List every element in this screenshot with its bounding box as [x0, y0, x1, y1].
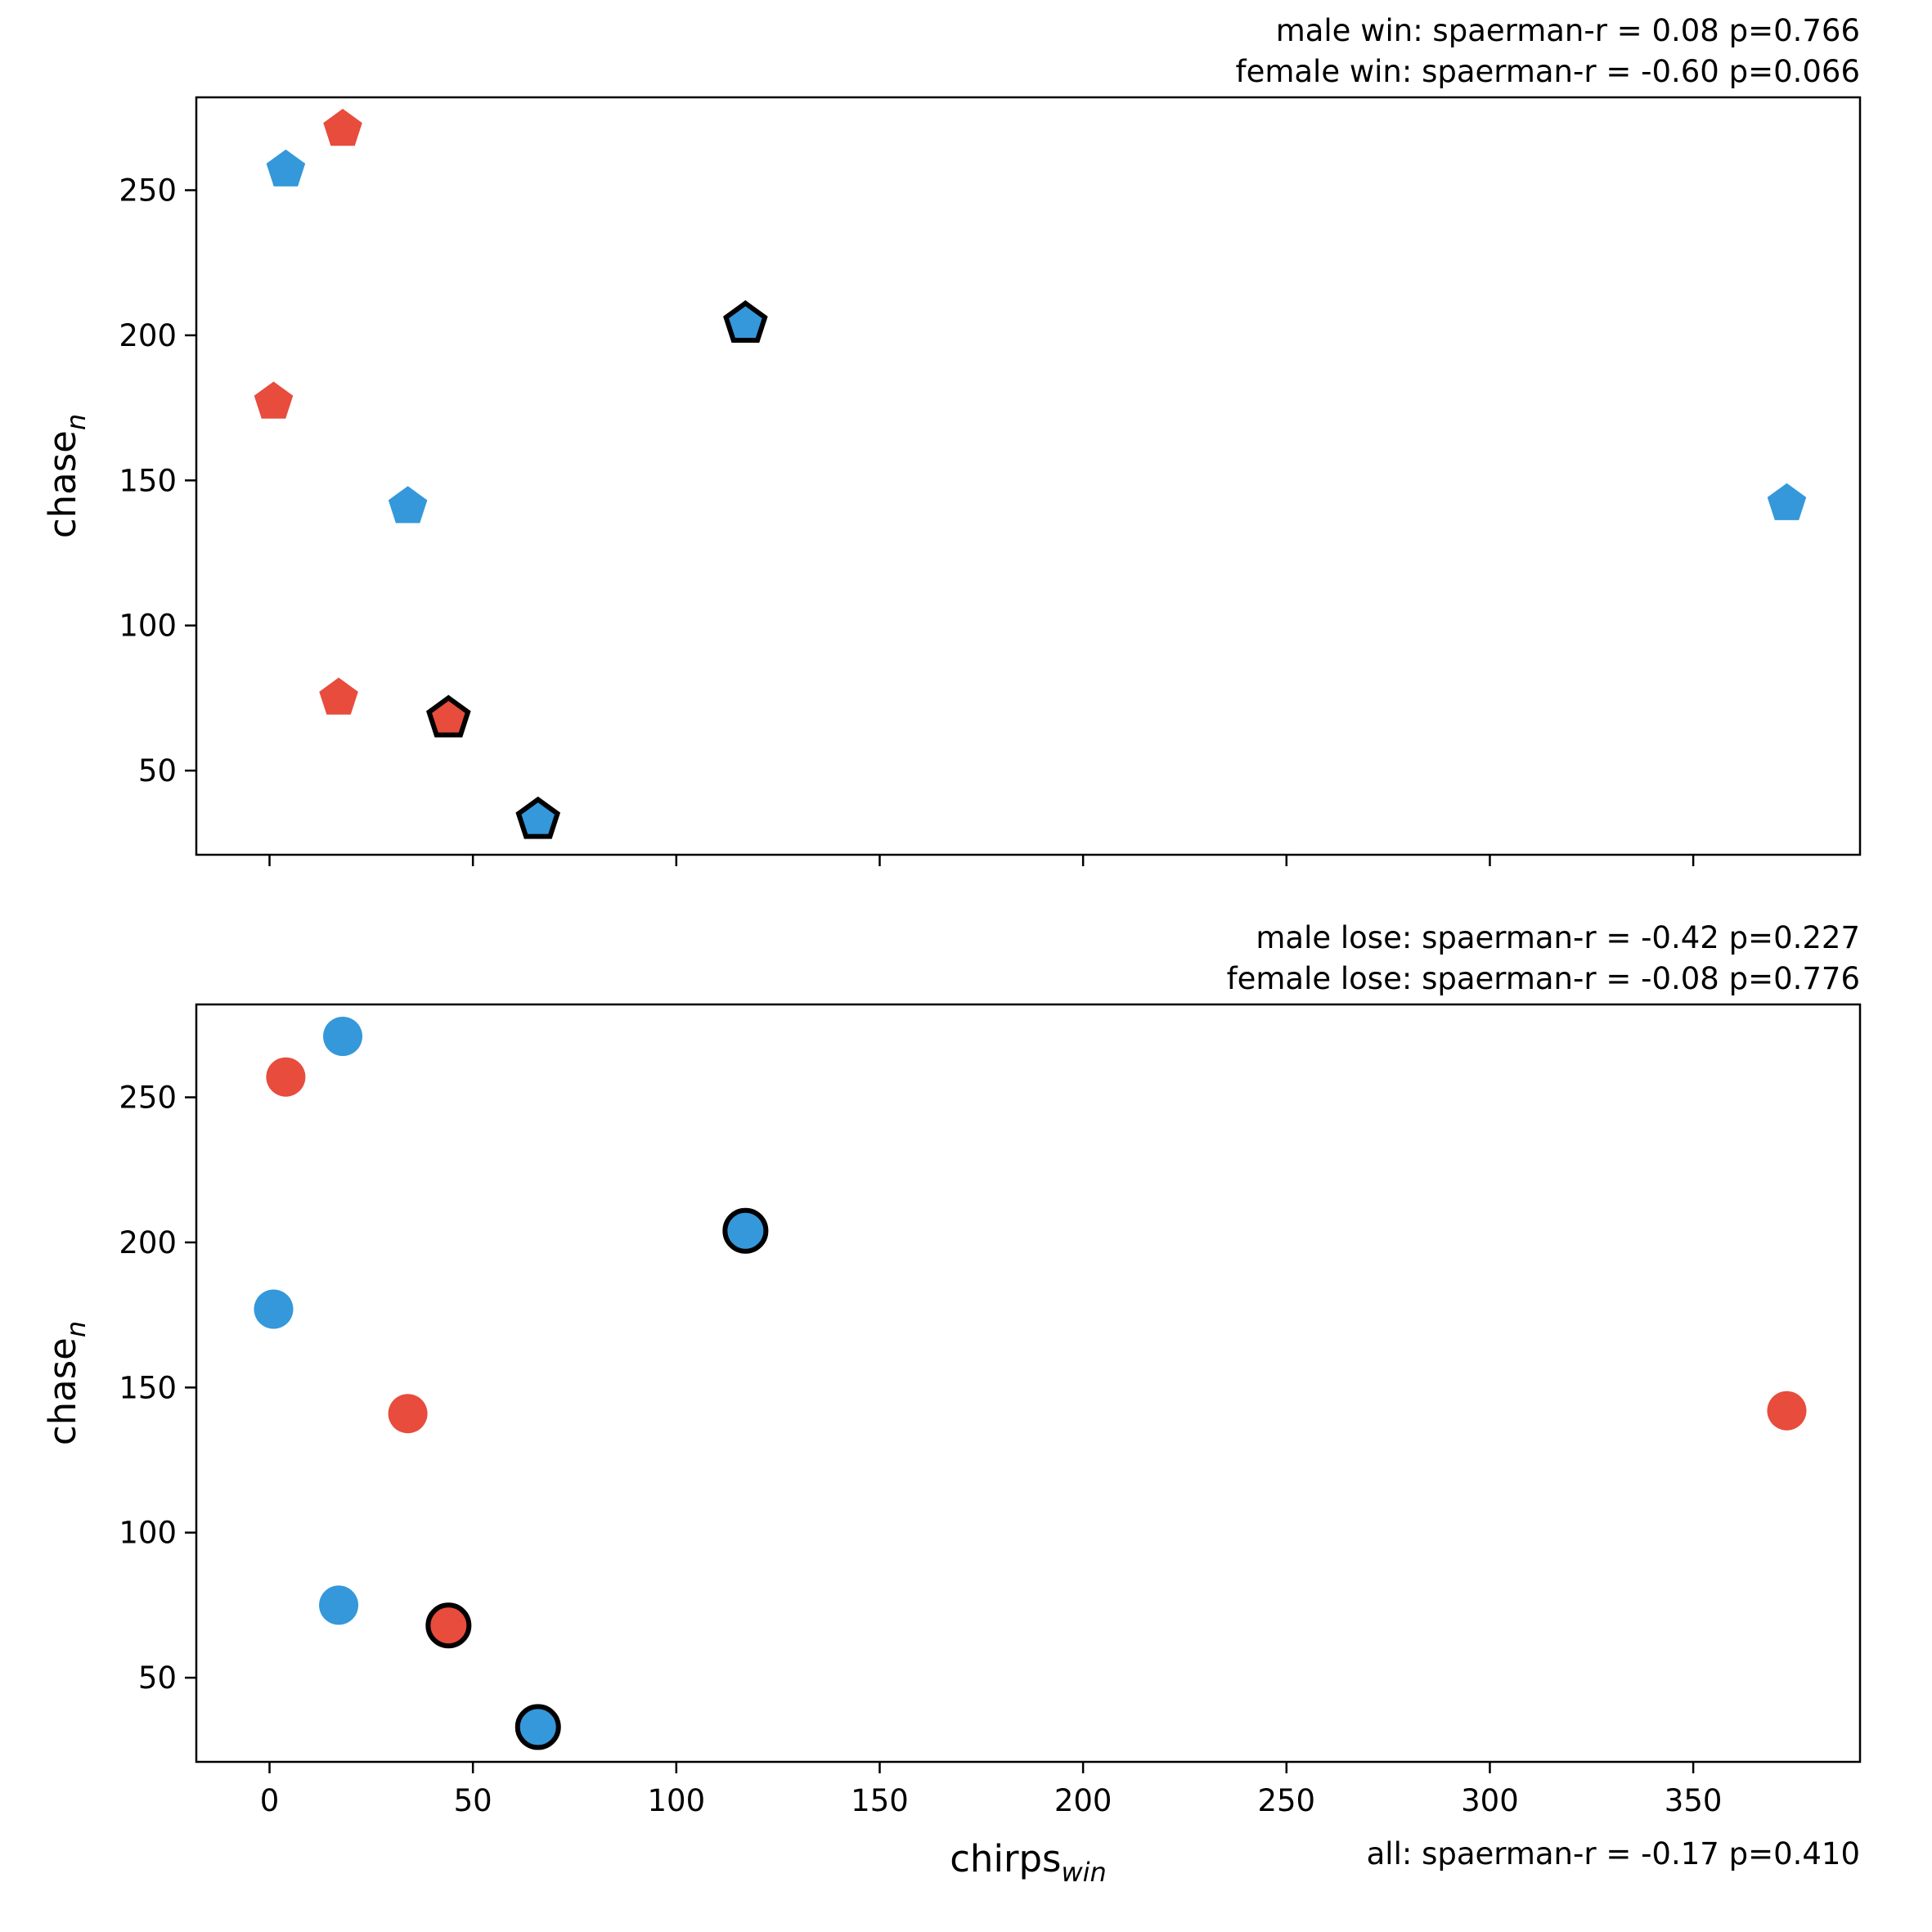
x-tick-label: 300 — [1461, 1783, 1519, 1818]
y-tick-label: 250 — [119, 173, 177, 209]
data-point-5 — [388, 486, 428, 523]
data-point-4 — [254, 381, 294, 419]
data-point-1 — [266, 149, 306, 186]
stat-line-2: female lose: spaerman-r = -0.08 p=0.776 — [1227, 961, 1860, 996]
axes-frame — [195, 1003, 1862, 1764]
stat-line-1: male lose: spaerman-r = -0.42 p=0.227 — [1256, 920, 1860, 955]
data-point-9 — [514, 1704, 561, 1750]
stat-line-1: male win: spaerman-r = 0.08 p=0.766 — [1276, 13, 1860, 48]
bottom-panel-lose: 50 100 150 200 250 0 50 100 150 200 250 300 350 chase… — [41, 920, 1862, 1888]
top-panel-win: 50 100 150 200 250 chasen male win: spaerman-r… — [41, 13, 1862, 866]
y-tick-label: 200 — [119, 1225, 177, 1260]
data-point-2 — [323, 109, 362, 146]
data-point-3 — [722, 1207, 769, 1254]
data-point-4 — [254, 1289, 294, 1329]
y-tick-label: 150 — [119, 1370, 177, 1405]
data-point-5 — [388, 1394, 428, 1434]
y-tick-label: 50 — [138, 753, 177, 789]
axes-frame — [195, 96, 1862, 856]
y-axis-label-subscript: n — [61, 1321, 92, 1337]
stat-line-2: female win: spaerman-r = -0.60 p=0.066 — [1236, 54, 1860, 89]
x-tick-label: 350 — [1665, 1783, 1723, 1818]
y-tick-label: 200 — [119, 318, 177, 353]
data-point-8 — [425, 1602, 472, 1649]
y-axis-label-main: chase — [41, 1337, 84, 1445]
y-axis-label: chasen — [41, 1321, 92, 1445]
data-point-7 — [319, 677, 358, 715]
y-tick-label: 100 — [119, 1516, 177, 1551]
data-point-9 — [515, 796, 561, 839]
y-tick-label: 250 — [119, 1081, 177, 1116]
y-axis-label-subscript: n — [61, 414, 92, 430]
data-point-7 — [319, 1585, 359, 1625]
data-point-2 — [323, 1017, 363, 1057]
y-axis-label: chasen — [41, 414, 92, 538]
x-tick-label: 250 — [1257, 1783, 1315, 1818]
data-point-8 — [426, 694, 471, 738]
y-tick-label: 150 — [119, 463, 177, 498]
x-tick-label: 100 — [648, 1783, 706, 1818]
y-axis-label-main: chase — [41, 430, 84, 538]
y-tick-label: 100 — [119, 609, 177, 644]
x-axis-label: chirpswin — [950, 1837, 1107, 1888]
data-point-6 — [1767, 483, 1807, 520]
x-tick-label: 150 — [851, 1783, 909, 1818]
overall-stat: all: spaerman-r = -0.17 p=0.410 — [1367, 1836, 1860, 1871]
data-point-1 — [266, 1057, 306, 1097]
x-axis-label-subscript: win — [1061, 1857, 1106, 1888]
data-point-3 — [723, 300, 768, 343]
data-point-6 — [1767, 1391, 1807, 1431]
x-axis-label-main: chirps — [950, 1837, 1061, 1880]
x-tick-label: 50 — [454, 1783, 492, 1818]
y-tick-label: 50 — [138, 1660, 177, 1696]
x-tick-label: 0 — [260, 1783, 280, 1818]
x-tick-label: 200 — [1054, 1783, 1112, 1818]
